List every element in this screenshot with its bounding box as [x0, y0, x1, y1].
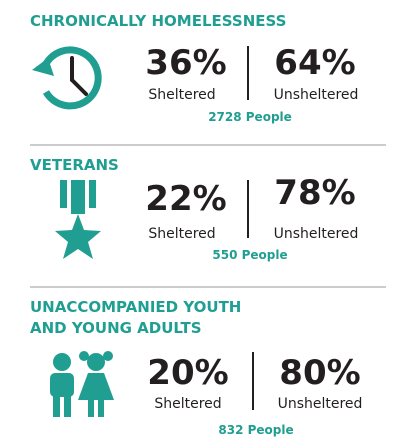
total-people: 550 People	[212, 248, 287, 262]
total-people: 2728 People	[208, 110, 292, 124]
sheltered-label: Sheltered	[154, 396, 221, 412]
unsheltered-label: Unsheltered	[274, 226, 359, 242]
sheltered-percent: 36%	[145, 43, 226, 83]
section-title: AND YOUNG ADULTS	[30, 319, 202, 337]
sheltered-label: Sheltered	[148, 226, 215, 242]
section-title: CHRONICALLY HOMELESSNESS	[30, 12, 286, 30]
sheltered-label: Sheltered	[148, 87, 215, 103]
medal-icon	[55, 180, 101, 259]
sheltered-percent: 22%	[145, 179, 226, 219]
section-title: VETERANS	[30, 156, 119, 174]
section-title: UNACCOMPANIED YOUTH	[30, 298, 241, 316]
unsheltered-label: Unsheltered	[274, 87, 359, 103]
total-people: 832 People	[218, 423, 293, 437]
unsheltered-percent: 64%	[274, 43, 355, 83]
children-icon	[50, 351, 114, 417]
unsheltered-label: Unsheltered	[278, 396, 363, 412]
clock-icon	[32, 46, 102, 110]
unsheltered-percent: 78%	[274, 173, 355, 213]
sheltered-percent: 20%	[147, 353, 228, 393]
unsheltered-percent: 80%	[279, 353, 360, 393]
